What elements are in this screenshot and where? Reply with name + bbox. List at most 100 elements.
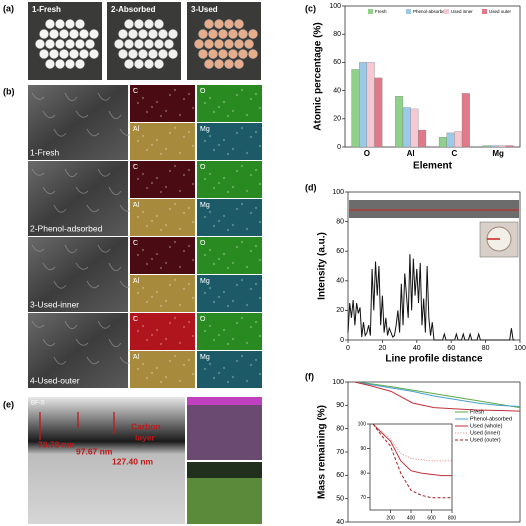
map-speckle [258, 182, 262, 186]
pellet [158, 49, 168, 59]
bar [359, 62, 368, 148]
pellet [158, 29, 168, 39]
map-speckle [203, 367, 207, 371]
pellet [148, 49, 158, 59]
eds-map [187, 397, 262, 405]
sem-texture [53, 204, 67, 213]
map-speckle [141, 248, 145, 252]
map-speckle [254, 206, 258, 210]
pellet [204, 39, 214, 49]
element-map [130, 123, 195, 160]
map-speckle [182, 287, 186, 291]
map-speckle [173, 126, 177, 130]
pellet [85, 39, 95, 49]
x-tick-label: C [451, 149, 457, 158]
map-speckle [203, 291, 207, 295]
element-label: Al [133, 354, 140, 361]
map-speckle [141, 286, 145, 290]
map-speckle [191, 106, 195, 110]
sem-texture [42, 262, 56, 271]
pellet [234, 39, 244, 49]
map-speckle [217, 295, 221, 299]
element-map [197, 237, 262, 274]
y-tick-label: 40 [336, 278, 344, 285]
map-speckle [212, 262, 216, 266]
pellet [59, 29, 69, 39]
photo-label: 2-Absorbed [111, 5, 156, 14]
map-speckle [168, 359, 172, 363]
map-speckle [178, 113, 182, 117]
panel-label: (e) [3, 399, 14, 409]
map-speckle [173, 164, 177, 168]
map-speckle [173, 354, 177, 358]
map-speckle [155, 252, 159, 256]
map-speckle [164, 185, 168, 189]
map-speckle [159, 114, 163, 118]
map-speckle [159, 266, 163, 270]
profile-image [349, 200, 519, 218]
map-speckle [217, 371, 221, 375]
map-speckle [199, 315, 203, 319]
sample-label: 2-Phenol-adsorbed [30, 223, 103, 233]
map-speckle [249, 173, 253, 177]
legend-label: Phenol-absorbed [413, 9, 448, 14]
photo-label: 1-Fresh [32, 5, 61, 14]
y-tick-label: 100 [332, 189, 344, 196]
map-speckle [235, 169, 239, 173]
data-line [354, 381, 521, 412]
map-speckle [145, 338, 149, 342]
sem-texture [97, 168, 111, 177]
element-label: C [133, 240, 138, 247]
pellet [75, 59, 85, 69]
map-speckle [258, 106, 262, 110]
map-speckle [159, 152, 163, 156]
element-map [197, 313, 262, 350]
y-tick-label: 80 [336, 218, 344, 225]
map-speckle [231, 147, 235, 151]
thickness-label: 70.78 nm [38, 439, 75, 449]
sem-texture [86, 204, 100, 213]
x-tick-label: 60 [447, 345, 455, 352]
bar [402, 107, 411, 148]
sem-texture [53, 356, 67, 365]
map-speckle [249, 363, 253, 367]
map-speckle [150, 295, 154, 299]
map-speckle [203, 215, 207, 219]
map-speckle [212, 186, 216, 190]
thickness-label: 127.40 nm [112, 456, 154, 466]
map-speckle [136, 291, 140, 295]
sem-texture [97, 92, 111, 101]
map-speckle [168, 283, 172, 287]
map-speckle [168, 321, 172, 325]
data-line [354, 381, 521, 409]
legend-label: Used inner [451, 9, 473, 14]
panel-label: (a) [3, 3, 14, 13]
pellet [75, 39, 85, 49]
sem-texture [42, 338, 56, 347]
map-speckle [136, 367, 140, 371]
legend-swatch [406, 9, 411, 14]
pellet [138, 49, 148, 59]
map-speckle [249, 325, 253, 329]
map-speckle [235, 245, 239, 249]
element-label: O [200, 88, 206, 95]
sem-texture [86, 128, 100, 137]
sample-label: 4-Used-outer [30, 375, 80, 385]
map-speckle [159, 342, 163, 346]
pellet [55, 19, 65, 29]
pellet [224, 59, 234, 69]
map-speckle [132, 125, 136, 129]
element-label: Al [133, 202, 140, 209]
pellet [45, 19, 55, 29]
map-speckle [240, 202, 244, 206]
sem-texture [64, 320, 78, 330]
pellet [248, 49, 258, 59]
element-map [197, 161, 262, 198]
bar [395, 96, 404, 148]
map-speckle [245, 151, 249, 155]
x-tick-label: 80 [482, 345, 490, 352]
map-speckle [212, 148, 216, 152]
map-speckle [178, 227, 182, 231]
x-axis-title: Line profile distance [385, 354, 483, 365]
eds-map [187, 397, 262, 460]
